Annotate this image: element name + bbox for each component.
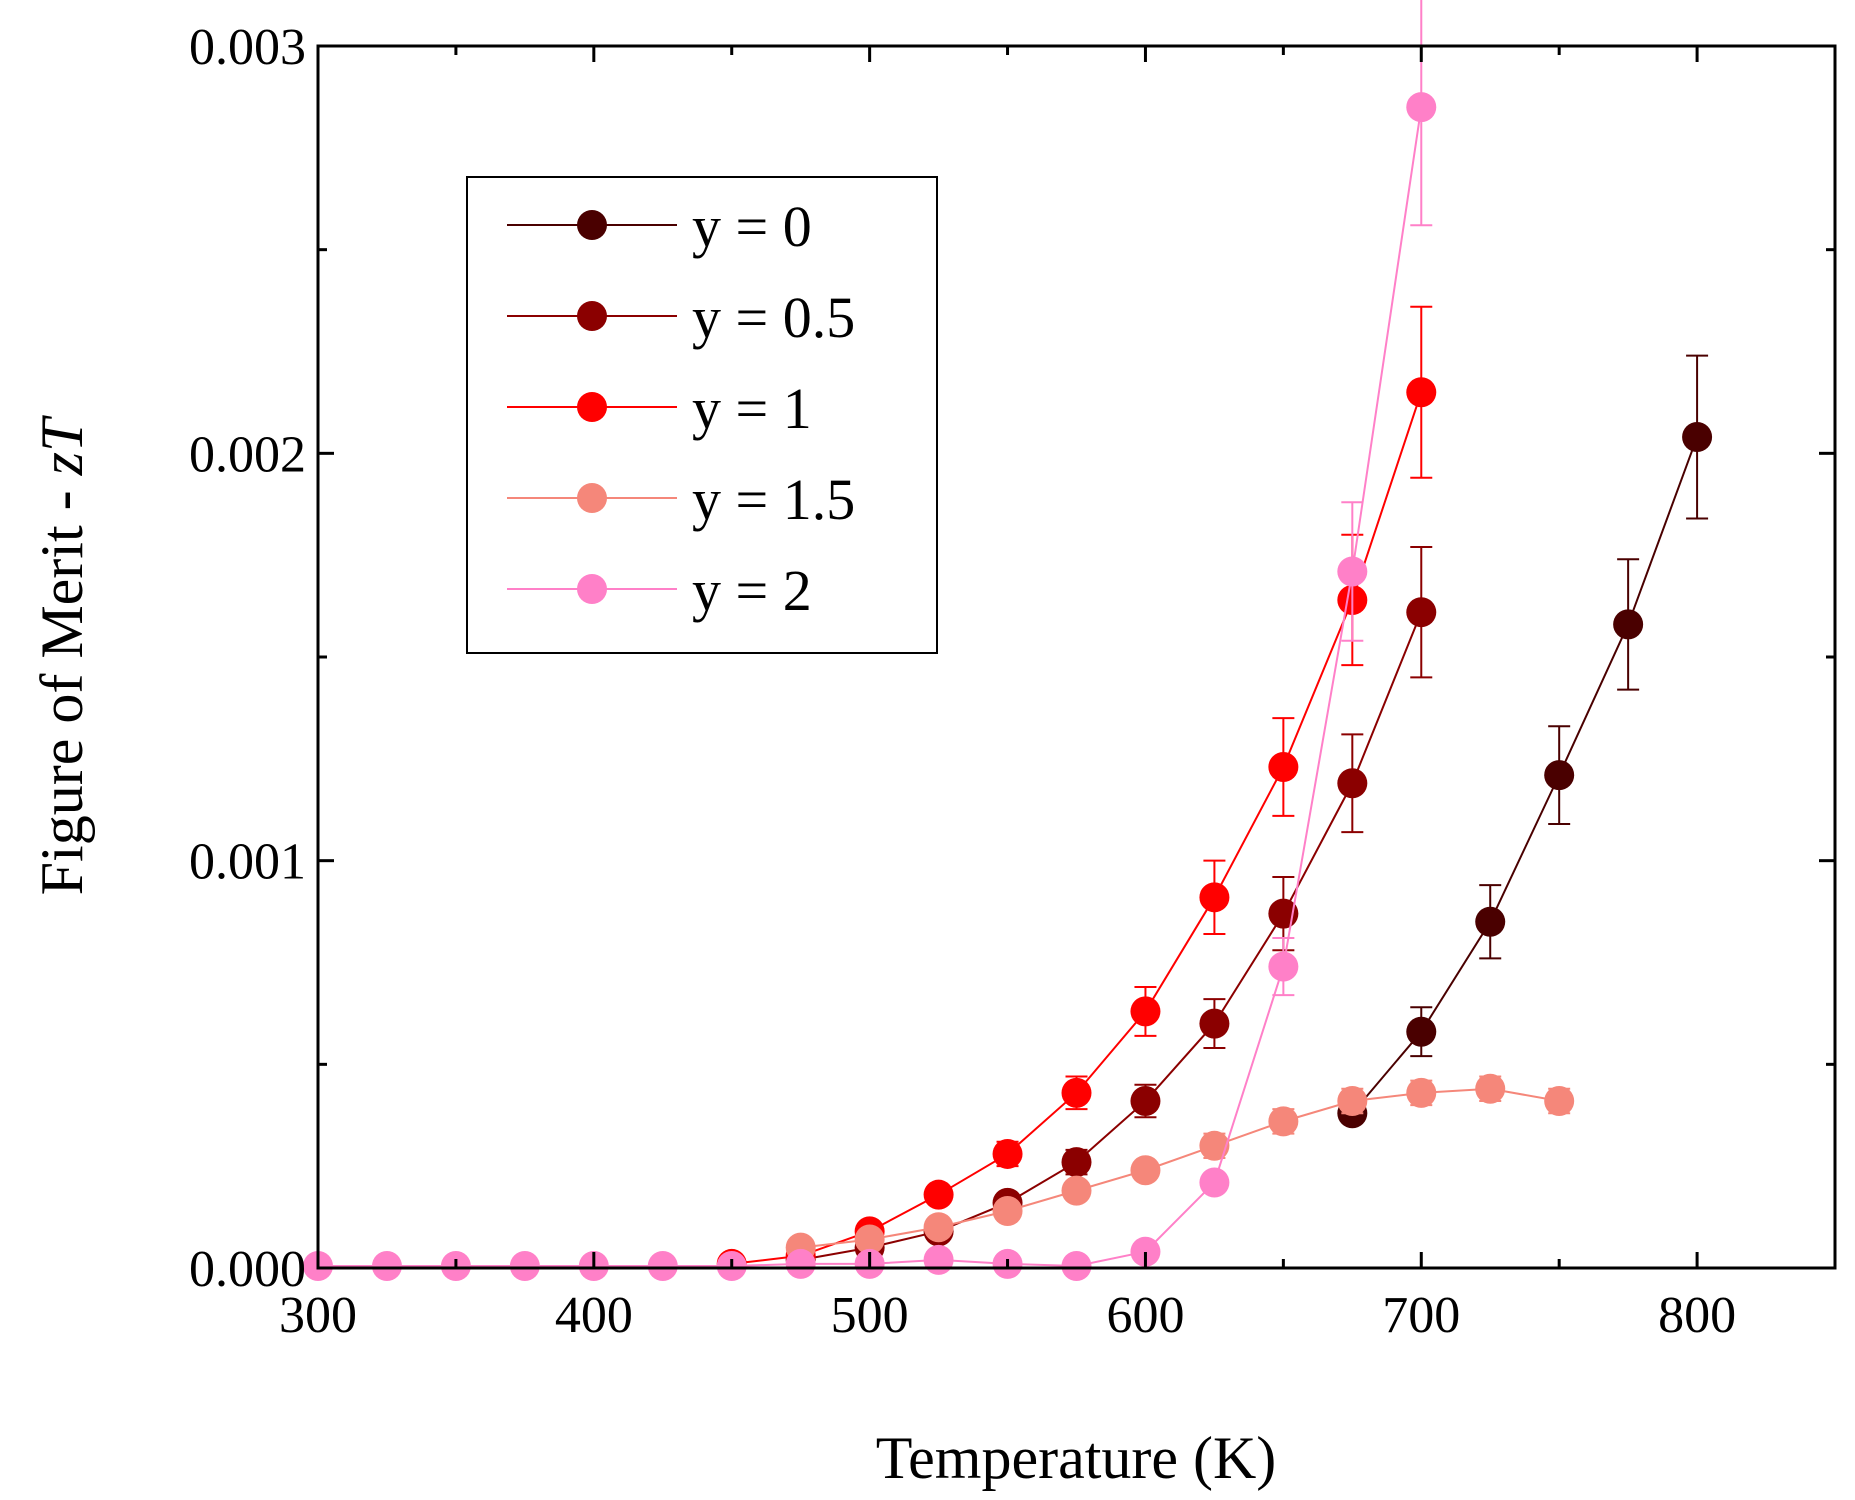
data-point — [854, 1224, 885, 1255]
series-3 — [785, 1073, 1575, 1263]
data-point — [992, 1195, 1023, 1226]
data-point — [1406, 377, 1437, 408]
legend-label: y = 0 — [692, 194, 812, 259]
data-point — [1199, 1008, 1230, 1039]
data-point — [923, 1179, 954, 1210]
data-point — [1406, 1077, 1437, 1108]
data-point — [1061, 1250, 1092, 1281]
legend-marker — [577, 392, 607, 422]
data-point — [1337, 768, 1368, 799]
data-point — [1337, 556, 1368, 587]
data-point — [1544, 760, 1575, 791]
data-point — [1130, 1155, 1161, 1186]
legend-label: y = 2 — [692, 558, 812, 623]
y-axis-title-italic: zT — [29, 415, 95, 476]
data-point — [1268, 951, 1299, 982]
data-point — [1199, 1167, 1230, 1198]
data-point — [1613, 609, 1644, 640]
data-point — [1061, 1147, 1092, 1178]
legend-marker — [577, 210, 607, 240]
x-axis-title: Temperature (K) — [876, 1425, 1277, 1491]
data-point — [509, 1250, 540, 1281]
x-tick-label: 700 — [1382, 1287, 1460, 1344]
data-point — [1406, 597, 1437, 628]
data-point — [1544, 1085, 1575, 1116]
legend: y = 0 y = 0.5 y = 1 y = 1.5 y = 2 — [466, 176, 938, 654]
legend-box — [466, 176, 938, 654]
y-axis-title-main: Figure of Merit - — [29, 475, 95, 895]
y-tick-label: 0.001 — [189, 834, 306, 891]
legend-marker — [577, 301, 607, 331]
data-point — [371, 1250, 402, 1281]
x-tick-label: 400 — [555, 1287, 633, 1344]
x-tick-label: 300 — [279, 1287, 357, 1344]
data-point — [923, 1212, 954, 1243]
y-axis-title: Figure of Merit - zT — [29, 415, 95, 895]
data-point — [1682, 422, 1713, 453]
data-point — [992, 1138, 1023, 1169]
x-tick-label: 600 — [1106, 1287, 1184, 1344]
data-point — [1268, 1106, 1299, 1137]
data-point — [647, 1250, 678, 1281]
x-tick-label: 800 — [1658, 1287, 1736, 1344]
data-point — [1337, 1085, 1368, 1116]
y-tick-label: 0.003 — [189, 19, 306, 76]
data-point — [923, 1244, 954, 1275]
data-point — [1475, 906, 1506, 937]
legend-label: y = 0.5 — [692, 285, 855, 350]
legend-marker — [577, 574, 607, 604]
ticks-layer: 300 400 500 600 700 800 0.000 0.001 0.002 0.003 — [189, 19, 1837, 1344]
data-point — [1475, 1073, 1506, 1104]
data-point — [1199, 1130, 1230, 1161]
x-tick-label: 500 — [831, 1287, 909, 1344]
legend-marker — [577, 483, 607, 513]
y-tick-label: 0.002 — [189, 426, 306, 483]
data-point — [1268, 751, 1299, 782]
data-point — [1061, 1175, 1092, 1206]
data-point — [1406, 92, 1437, 123]
series-line — [1351, 436, 1699, 1114]
series-line — [800, 611, 1423, 1261]
data-point — [1130, 1085, 1161, 1116]
data-point — [785, 1248, 816, 1279]
data-point — [1406, 1016, 1437, 1047]
data-point — [1061, 1077, 1092, 1108]
legend-label: y = 1 — [692, 376, 812, 441]
data-point — [1130, 1236, 1161, 1267]
legend-label: y = 1.5 — [692, 467, 855, 532]
series-2 — [716, 305, 1437, 1279]
y-tick-label: 0.000 — [189, 1241, 306, 1298]
data-point — [1199, 882, 1230, 913]
data-point — [1130, 996, 1161, 1027]
